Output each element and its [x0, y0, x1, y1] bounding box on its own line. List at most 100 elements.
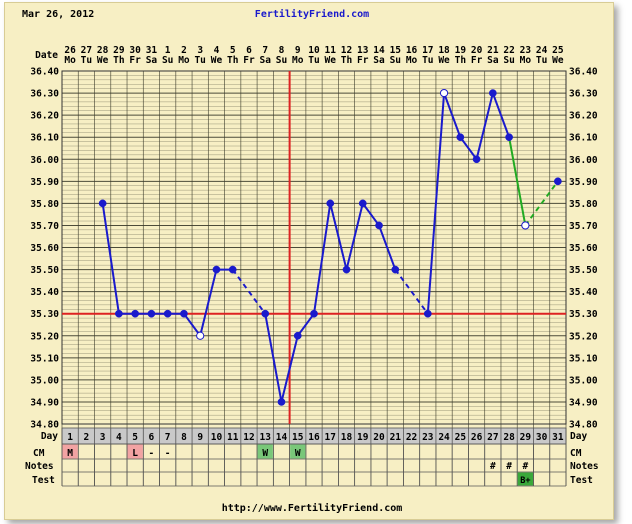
temperature-segment — [101, 203, 120, 314]
temperature-point — [358, 199, 367, 208]
y-tick-label-left: 35.60 — [30, 243, 59, 254]
temperature-segment — [264, 313, 283, 403]
temperature-segment — [459, 136, 478, 160]
cycle-day-label: 22 — [406, 432, 417, 443]
y-tick-label-right: 35.10 — [569, 353, 598, 364]
cycle-day-label: 7 — [165, 432, 171, 443]
cycle-day-label: 20 — [373, 432, 385, 443]
calendar-date-label: 29 — [113, 45, 125, 56]
cycle-day-label: 27 — [487, 432, 498, 443]
cm-row-label-right: CM — [570, 448, 582, 459]
calendar-date-label: 18 — [438, 45, 450, 56]
cycle-day-label: 18 — [341, 432, 353, 443]
cycle-day-label: 23 — [422, 432, 434, 443]
cm-entry: W — [262, 448, 268, 459]
temperature-point — [277, 398, 286, 406]
temperature-point — [293, 331, 302, 340]
cycle-day-label: 15 — [292, 432, 304, 443]
temperature-segment — [296, 313, 315, 337]
y-tick-label-right: 35.30 — [569, 309, 598, 320]
calendar-date-label: 16 — [406, 45, 418, 56]
cycle-day-label: 25 — [455, 432, 467, 443]
temperature-point — [228, 265, 237, 274]
calendar-date-label: 6 — [246, 45, 252, 56]
weekday-label: Mo — [520, 55, 532, 66]
temperature-point — [488, 89, 497, 97]
y-tick-label-right: 35.80 — [569, 199, 598, 210]
cm-entry: - — [165, 448, 171, 459]
cycle-day-label: 16 — [308, 432, 320, 443]
temperature-segment — [345, 203, 364, 270]
calendar-date-label: 7 — [262, 45, 268, 56]
test-row-label: Test — [32, 475, 55, 486]
calendar-date-label: 25 — [552, 45, 564, 56]
temperature-point — [310, 309, 318, 318]
temperature-segment — [394, 268, 429, 315]
calendar-date-label: 1 — [165, 45, 171, 56]
y-tick-label-left: 34.80 — [30, 420, 59, 431]
calendar-date-label: 8 — [279, 45, 285, 56]
cycle-day-label: 24 — [438, 432, 450, 443]
y-tick-label-right: 35.50 — [569, 265, 598, 276]
weekday-label: We — [325, 55, 337, 66]
calendar-date-label: 31 — [146, 45, 158, 56]
y-tick-label-right: 35.70 — [569, 221, 598, 232]
weekday-label: Su — [390, 55, 401, 66]
temperature-segment — [329, 203, 348, 270]
cycle-day-label: 21 — [390, 432, 402, 443]
cycle-day-label: 5 — [132, 432, 138, 443]
cycle-day-label: 11 — [227, 432, 239, 443]
cm-cell — [257, 444, 273, 459]
y-tick-label-left: 36.20 — [30, 111, 59, 122]
temperature-point — [212, 265, 221, 274]
weekday-label: Fr — [243, 55, 255, 66]
calendar-date-label: 11 — [325, 45, 337, 56]
y-tick-label-left: 35.40 — [30, 287, 59, 298]
cm-cell — [127, 444, 143, 459]
test-entry: B+ — [520, 476, 530, 486]
y-tick-label-right: 35.40 — [569, 287, 598, 298]
y-tick-label-left: 35.10 — [30, 353, 59, 364]
test-row-label-right: Test — [570, 475, 593, 486]
calendar-date-label: 20 — [471, 45, 483, 56]
footer-url: http://www.FertilityFriend.com — [222, 502, 403, 514]
weekday-label: Tu — [308, 55, 319, 66]
temperature-point — [131, 309, 140, 318]
calendar-date-label: 4 — [214, 45, 220, 56]
y-tick-label-left: 35.20 — [30, 331, 59, 342]
temperature-segment — [426, 92, 446, 314]
y-tick-label-left: 35.30 — [30, 309, 59, 320]
cm-cell — [62, 444, 78, 459]
calendar-date-label: 13 — [357, 45, 369, 56]
weekday-label: Th — [341, 55, 352, 66]
y-tick-label-right: 35.20 — [569, 331, 598, 342]
temperature-segment — [183, 313, 201, 337]
calendar-date-label: 14 — [373, 45, 385, 56]
y-tick-label-left: 34.90 — [30, 397, 59, 408]
y-tick-label-right: 35.00 — [569, 375, 598, 386]
cm-entry: - — [149, 448, 155, 459]
y-tick-label-right: 36.30 — [569, 89, 598, 100]
temperature-segment — [361, 202, 380, 227]
weekday-label: Fr — [471, 55, 483, 66]
y-tick-label-left: 36.00 — [30, 155, 59, 166]
calendar-date-label: 22 — [503, 45, 514, 56]
cycle-day-label: 29 — [520, 432, 532, 443]
weekday-label: Fr — [129, 55, 141, 66]
calendar-date-label: 15 — [390, 45, 402, 56]
y-tick-label-left: 35.50 — [30, 265, 59, 276]
weekday-label: We — [552, 55, 564, 66]
calendar-date-label: 12 — [341, 45, 352, 56]
weekday-label: Su — [503, 55, 514, 66]
cycle-day-label: 13 — [259, 432, 271, 443]
temperature-point — [439, 88, 449, 98]
weekday-label: We — [211, 55, 223, 66]
weekday-label: Mo — [406, 55, 418, 66]
calendar-date-label: 21 — [487, 45, 499, 56]
calendar-date-label: 9 — [295, 45, 301, 56]
notes-entry: # — [490, 461, 496, 472]
calendar-date-label: 5 — [230, 45, 236, 56]
weekday-label: Sa — [487, 55, 499, 66]
